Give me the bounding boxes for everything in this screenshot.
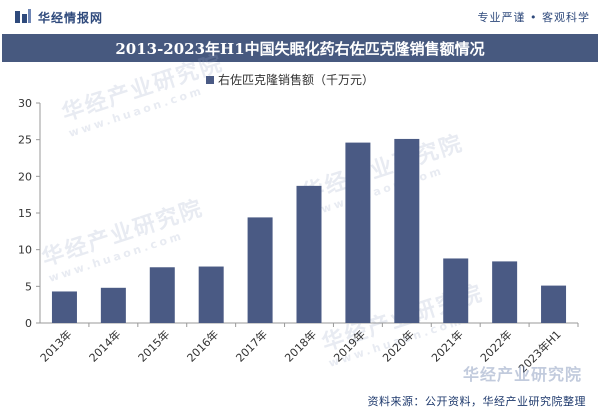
- bar: [198, 266, 224, 323]
- tagline: 专业严谨 • 客观科学: [477, 11, 590, 24]
- bar: [149, 267, 175, 323]
- x-tick-label: 2015年: [135, 327, 172, 364]
- y-tick-label: 15: [18, 207, 32, 220]
- source-note: 资料来源：公开资料，华经产业研究院整理: [367, 395, 586, 408]
- bar: [100, 287, 126, 323]
- brand: 华经情报网: [14, 9, 103, 26]
- x-tick-label: 2014年: [86, 327, 123, 364]
- x-tick-label: 2018年: [282, 327, 319, 364]
- bar: [51, 291, 77, 323]
- brand-name: 华经情报网: [38, 10, 104, 25]
- bar: [541, 285, 567, 323]
- y-tick-label: 30: [18, 97, 32, 110]
- top-bar: 华经情报网 专业严谨 • 客观科学: [0, 0, 600, 34]
- bar: [345, 142, 371, 323]
- y-tick-label: 25: [18, 134, 32, 147]
- x-tick-label: 2020年: [379, 327, 416, 364]
- x-tick-label: 2013年: [37, 327, 74, 364]
- x-tick-label: 2019年: [331, 327, 368, 364]
- bar: [492, 261, 518, 323]
- bar-chart: 右佐匹克隆销售额（千万元） 0 5 10 15 20 25 30 2013年 2014年 2015年…: [18, 72, 579, 375]
- title-bar: 2013-2023年H1中国失眠化药右佐匹克隆销售额情况: [2, 34, 598, 62]
- chart-title: 2013-2023年H1中国失眠化药右佐匹克隆销售额情况: [115, 39, 485, 58]
- x-tick-label: 2021年: [428, 327, 465, 364]
- bar: [247, 217, 273, 323]
- x-tick-label: 2016年: [184, 327, 221, 364]
- y-tick-label: 5: [25, 280, 32, 293]
- legend-label: 右佐匹克隆销售额（千万元）: [218, 72, 374, 87]
- x-tick-label: 2017年: [233, 327, 270, 364]
- y-tick-label: 0: [25, 317, 32, 330]
- legend-swatch: [206, 76, 214, 84]
- bar: [394, 138, 420, 323]
- bar: [443, 258, 469, 323]
- y-tick-label: 20: [18, 170, 32, 183]
- watermark-brand: 华经产业研究院: [462, 365, 582, 384]
- bar: [296, 185, 322, 323]
- brand-logo-icon: [15, 9, 31, 23]
- x-tick-label: 2022年: [477, 327, 514, 364]
- y-tick-label: 10: [18, 244, 32, 257]
